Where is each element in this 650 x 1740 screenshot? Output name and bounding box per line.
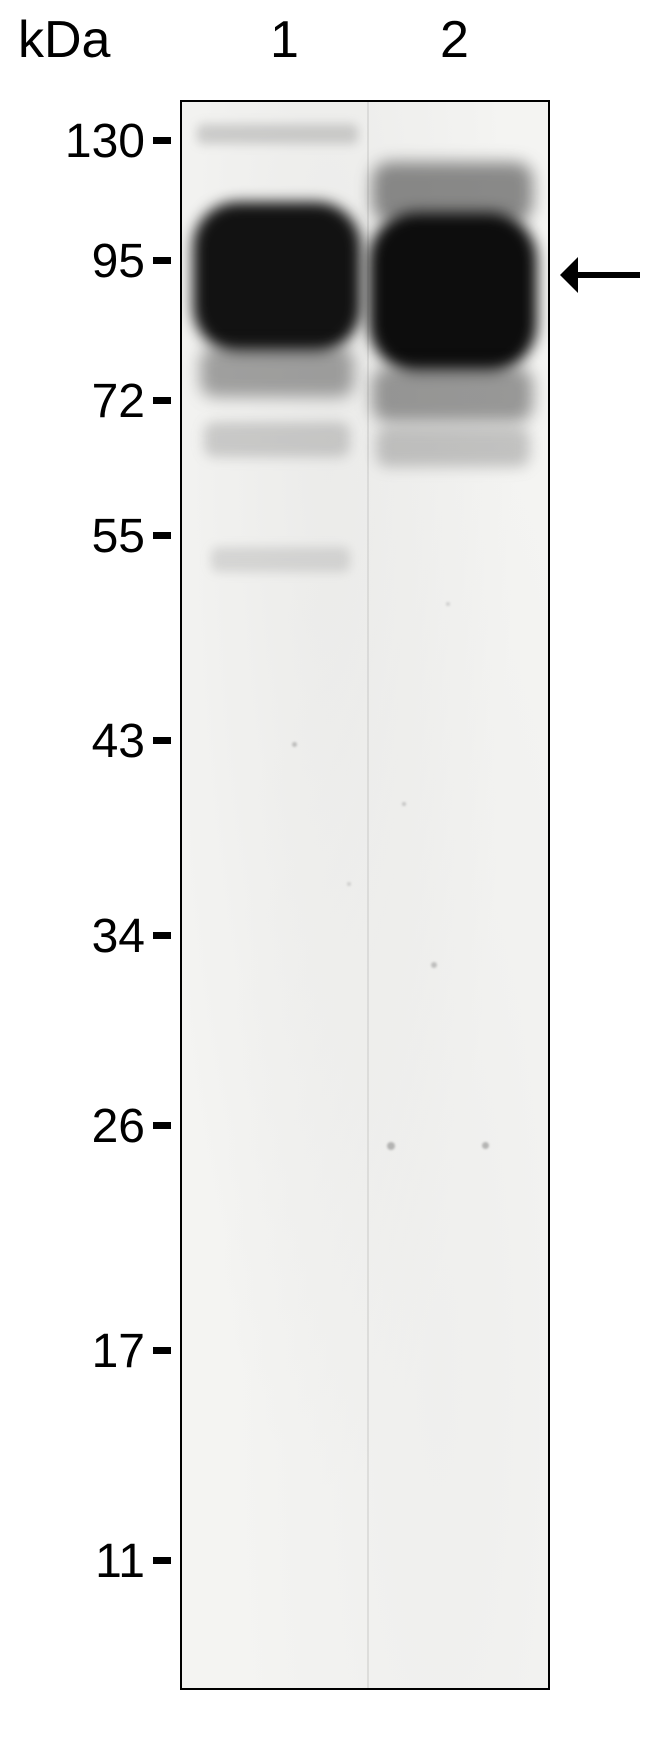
marker-tick xyxy=(153,1122,171,1129)
noise-speck xyxy=(387,1142,395,1150)
blot-band xyxy=(197,124,358,144)
marker-label: 17 xyxy=(92,1324,145,1379)
noise-speck xyxy=(347,882,351,886)
marker-label: 26 xyxy=(92,1099,145,1154)
noise-speck xyxy=(431,962,437,968)
arrow-head-icon xyxy=(560,257,578,293)
marker-label: 130 xyxy=(65,114,145,169)
marker-tick xyxy=(153,397,171,404)
marker-label: 34 xyxy=(92,909,145,964)
blot-band xyxy=(372,367,533,422)
marker-tick xyxy=(153,1347,171,1354)
blot-band xyxy=(369,212,537,372)
lane-label-2: 2 xyxy=(440,10,469,70)
blot-band xyxy=(193,202,361,352)
marker-tick xyxy=(153,737,171,744)
figure-container: kDa 1 2 130 95 72 55 43 34 26 17 11 xyxy=(0,0,650,1740)
marker-tick xyxy=(153,257,171,264)
blot-frame xyxy=(180,100,550,1690)
marker-tick xyxy=(153,932,171,939)
marker-label: 11 xyxy=(95,1534,145,1589)
noise-speck xyxy=(402,802,406,806)
blot-membrane xyxy=(182,102,548,1688)
marker-tick xyxy=(153,1557,171,1564)
marker-tick xyxy=(153,532,171,539)
noise-speck xyxy=(292,742,297,747)
blot-band xyxy=(204,422,350,457)
unit-label: kDa xyxy=(18,10,110,70)
arrow-shaft xyxy=(578,272,640,278)
marker-label: 55 xyxy=(92,509,145,564)
marker-label: 43 xyxy=(92,714,145,769)
lane-label-1: 1 xyxy=(270,10,299,70)
marker-label: 95 xyxy=(92,234,145,289)
target-band-arrow xyxy=(560,257,640,293)
blot-band xyxy=(200,347,354,397)
blot-band xyxy=(376,427,530,467)
marker-tick xyxy=(153,137,171,144)
noise-speck xyxy=(446,602,450,606)
marker-label: 72 xyxy=(92,374,145,429)
blot-band xyxy=(211,547,350,572)
